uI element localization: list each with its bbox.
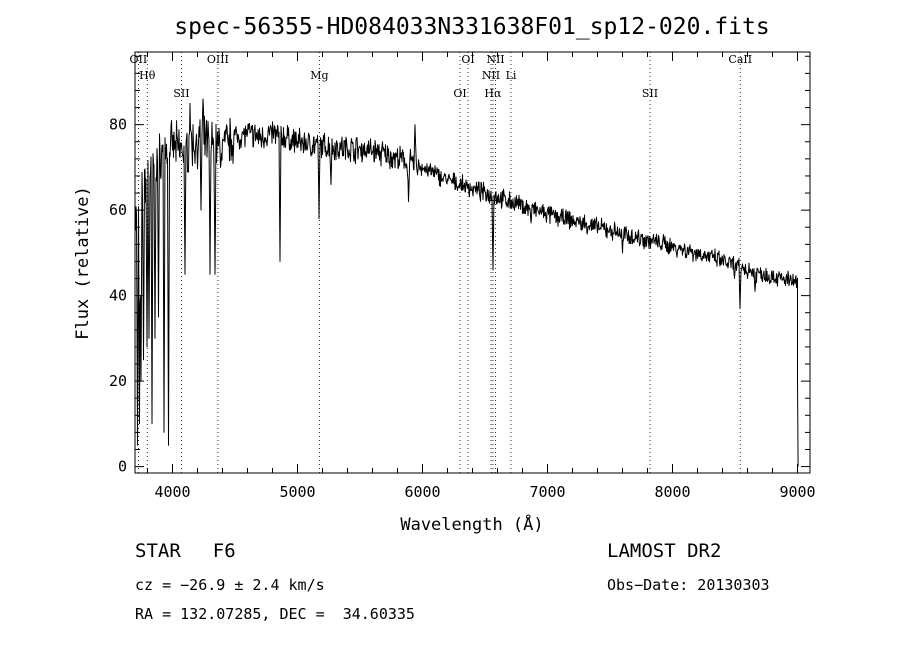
line-marker-label: Hα xyxy=(484,87,502,100)
axis-ticks: 4000 5000 6000 7000 8000 9000 0 20 40 60 80 xyxy=(109,52,816,501)
y-tick-label: 40 xyxy=(109,287,127,305)
line-marker-label: OI xyxy=(453,87,466,100)
line-marker-label: Hθ xyxy=(139,69,156,82)
line-marker-label: CaII xyxy=(728,53,752,66)
survey-label: LAMOST DR2 xyxy=(607,540,722,562)
line-marker-label: Mg xyxy=(310,69,328,82)
coordinates-label: RA = 132.07285, DEC = 34.60335 xyxy=(135,605,415,623)
y-tick-label: 0 xyxy=(118,458,127,476)
object-type: STAR xyxy=(135,540,181,562)
x-axis-label: Wavelength (Å) xyxy=(400,513,543,535)
line-marker-label: SII xyxy=(173,87,189,100)
spectrum-line xyxy=(134,98,799,467)
redshift-label: cz = −26.9 ± 2.4 km/s xyxy=(135,576,325,594)
x-tick-label: 8000 xyxy=(654,483,690,501)
line-marker-label: NII xyxy=(482,69,500,82)
y-tick-label: 20 xyxy=(109,372,127,390)
plot-frame xyxy=(134,51,811,474)
line-marker-label: OIII xyxy=(207,53,229,66)
y-tick-label: 80 xyxy=(109,116,127,134)
line-marker-label: NII xyxy=(486,53,504,66)
object-subclass: F6 xyxy=(212,540,236,562)
object-class-label: STAR F6 xyxy=(135,540,236,562)
line-marker-label: OII xyxy=(130,53,148,66)
x-tick-label: 9000 xyxy=(779,483,815,501)
y-tick-label: 60 xyxy=(109,201,127,219)
x-tick-label: 5000 xyxy=(279,483,315,501)
x-tick-label: 4000 xyxy=(154,483,190,501)
line-marker-label: Li xyxy=(506,69,517,82)
y-axis-label: Flux (relative) xyxy=(73,186,93,340)
obs-date-label: Obs−Date: 20130303 xyxy=(607,576,770,594)
line-marker-label: SII xyxy=(642,87,658,100)
chart-title: spec-56355-HD084033N331638F01_sp12-020.f… xyxy=(174,14,769,40)
x-tick-label: 7000 xyxy=(529,483,565,501)
line-marker-label: OI xyxy=(461,53,474,66)
x-tick-label: 6000 xyxy=(404,483,440,501)
